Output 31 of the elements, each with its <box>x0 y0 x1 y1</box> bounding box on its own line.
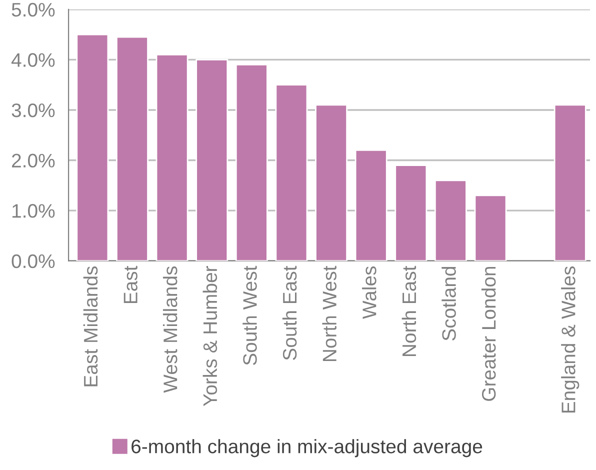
y-tick-label: 5.0% <box>12 2 55 17</box>
bar <box>315 104 348 261</box>
x-tick-label: South East <box>282 266 297 360</box>
x-tick-label: North West <box>322 266 336 362</box>
legend-label: 6-month change in mix-adjusted average <box>132 439 482 458</box>
x-tick-label: East Midlands <box>83 266 98 386</box>
y-tick-label: 2.0% <box>12 154 55 168</box>
x-tick-label: West Midlands <box>162 266 178 393</box>
bar <box>394 164 428 261</box>
x-tick-label: Scotland <box>442 266 456 340</box>
x-tick-label: England & Wales <box>561 266 580 413</box>
bar <box>116 36 148 261</box>
x-tick-label: Yorks & Humber <box>202 266 218 406</box>
y-tick-label: 3.0% <box>12 103 55 118</box>
bar <box>76 34 109 261</box>
x-tick-label: Greater London <box>481 266 496 401</box>
y-tick-label: 4.0% <box>11 53 55 67</box>
y-tick-label: 1.0% <box>12 204 55 218</box>
x-tick-label: Wales <box>362 266 376 319</box>
y-tick-label: 0.0% <box>12 254 55 268</box>
x-tick-label: South West <box>242 266 257 365</box>
bar <box>554 104 586 261</box>
bar <box>235 64 268 261</box>
x-tick-label: North East <box>402 266 416 356</box>
bar <box>275 84 308 261</box>
bar <box>474 194 507 261</box>
bar <box>156 54 188 261</box>
bar <box>354 150 388 261</box>
bar <box>196 58 228 261</box>
x-tick-label: East <box>124 266 138 304</box>
bar <box>434 180 467 261</box>
